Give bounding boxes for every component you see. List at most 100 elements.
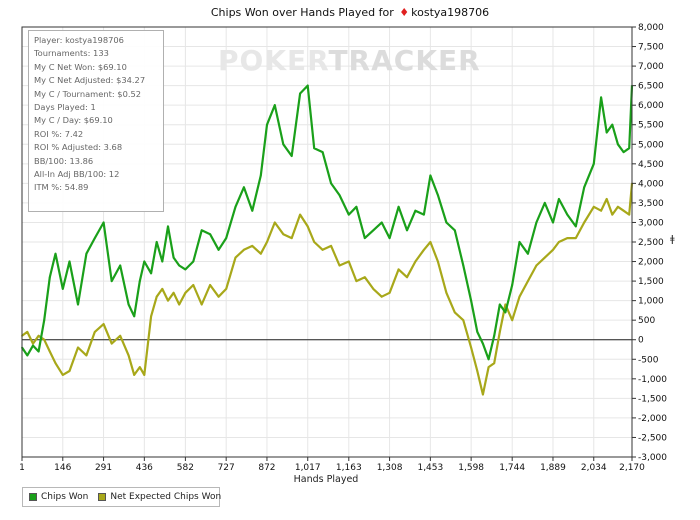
point-net-expected [487,366,490,368]
point-net-expected [102,323,105,325]
point-net-expected [355,280,358,282]
point-chips-won [184,268,187,271]
y-tick-label: -1,500 [638,394,667,404]
point-net-expected [85,354,88,357]
y-tick-label: -2,000 [638,414,667,424]
point-chips-won [313,147,316,150]
point-chips-won [406,229,408,232]
x-axis-label: Hands Played [293,474,359,485]
y-tick-label: 8,000 [638,23,664,33]
point-net-expected [127,354,130,357]
point-chips-won [192,260,195,263]
point-chips-won [209,233,212,236]
stat-row: ROI %: 7.42 [34,128,84,139]
point-chips-won [453,229,456,232]
point-chips-won [388,237,391,239]
y-tick-label: 0 [638,336,644,346]
point-chips-won [306,84,309,87]
point-net-expected [406,276,408,279]
point-net-expected [321,248,324,251]
point-net-expected [192,284,195,286]
point-net-expected [282,233,285,236]
point-chips-won [172,256,175,259]
point-chips-won [85,252,88,255]
point-chips-won [355,205,358,208]
point-net-expected [574,237,577,239]
point-net-expected [518,295,521,298]
point-chips-won [43,319,46,322]
point-net-expected [363,276,366,279]
point-net-expected [266,241,268,243]
point-chips-won [487,358,490,361]
point-chips-won [266,123,268,126]
point-net-expected [138,366,141,368]
point-chips-won [429,174,432,177]
point-net-expected [543,256,546,259]
legend-swatch-net-expected [98,493,107,501]
y-tick-label: 5,500 [638,121,664,131]
point-net-expected [119,334,122,337]
point-net-expected [414,260,417,263]
y-tick-label: 3,500 [638,199,664,209]
point-net-expected [429,241,432,243]
point-net-expected [200,303,203,306]
point-net-expected [184,291,187,294]
point-net-expected [48,350,51,353]
point-chips-won [498,303,501,306]
point-net-expected [493,362,496,365]
y-tick-label: -500 [638,355,659,365]
x-tick-label: 436 [136,463,153,473]
point-chips-won [119,264,122,267]
x-ticks: 1 146 291 436 582 727 872 1,017 1,163 1,308 1,453 1… [19,457,645,473]
point-chips-won [110,280,113,282]
point-chips-won [518,241,521,243]
pokertracker-watermark: POKERTRACKER [218,44,481,77]
stat-row: ITM %: 54.89 [34,182,89,193]
point-chips-won [347,213,350,216]
stat-row: My C / Tournament: $0.52 [34,88,142,99]
stat-row: My C Net Adjusted: $34.27 [34,75,146,86]
point-chips-won [372,229,375,232]
diamond-icon: ♦ [399,6,410,19]
point-net-expected [26,331,29,333]
point-net-expected [61,374,64,376]
point-net-expected [498,331,501,333]
stat-row: All-In Adj BB/100: 12 [34,169,120,180]
point-chips-won [150,272,152,275]
point-net-expected [611,213,614,216]
point-chips-won [54,252,57,255]
point-chips-won [470,299,473,302]
point-chips-won [622,151,625,153]
point-net-expected [167,299,169,302]
point-chips-won [338,194,341,196]
point-net-expected [592,205,595,208]
point-net-expected [380,295,383,298]
point-net-expected [54,362,57,365]
y-tick-label: 500 [638,316,655,326]
point-net-expected [476,370,479,372]
point-chips-won [504,311,507,314]
legend-item-chips-won[interactable]: Chips Won [29,492,88,502]
point-net-expected [628,213,631,216]
x-tick-label: 1,308 [377,463,403,473]
point-net-expected [225,288,228,290]
y-tick-label: -1,000 [638,375,667,385]
point-chips-won [592,162,595,165]
point-chips-won [225,237,228,239]
point-net-expected [155,295,158,298]
point-net-expected [77,346,79,349]
point-chips-won [127,303,130,306]
point-chips-won [437,194,439,196]
point-chips-won [611,123,614,126]
point-chips-won [557,198,560,200]
point-net-expected [290,237,293,239]
point-chips-won [511,284,514,286]
point-net-expected [178,303,181,306]
point-chips-won [61,288,64,290]
point-net-expected [482,393,484,396]
point-net-expected [388,291,391,294]
legend-label-net-expected: Net Expected Chips Won [110,492,222,502]
legend-item-net-expected[interactable]: Net Expected Chips Won [98,492,221,502]
stat-row: My C / Day: $69.10 [34,115,113,126]
point-chips-won [482,342,484,345]
